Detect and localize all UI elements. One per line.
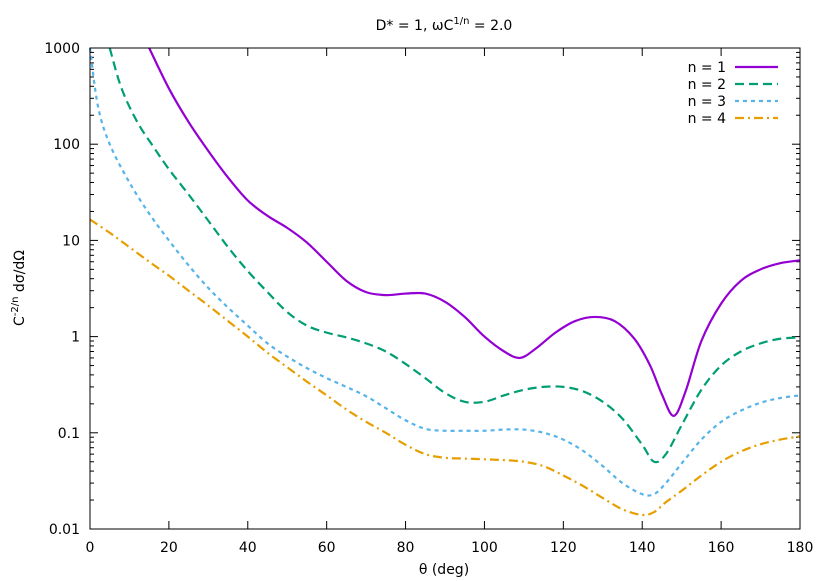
legend-label-n3: n = 3 [688,94,726,110]
y-tick-label: 0.1 [58,426,80,442]
legend-label-n4: n = 4 [688,111,727,127]
series-line-n2 [108,47,801,464]
chart-title-main: D* = 1, ωC [376,18,454,34]
series-line-n4 [89,218,801,517]
chart-title-tail: = 2.0 [469,18,512,34]
x-tick-label: 120 [550,540,577,556]
x-axis-label: θ (deg) [419,562,469,578]
x-tick-label: 40 [239,540,257,556]
chart-title-superscript: 1/n [453,16,469,27]
axis-ticks: 0 20 40 60 80 100 120 140 160 180 0.01 0.1 1 10 100 100… [44,41,813,556]
x-tick-label: 140 [629,540,656,556]
y-tick-label: 0.01 [49,522,80,538]
legend-label-n2: n = 2 [688,77,726,93]
x-tick-label: 100 [471,540,498,556]
y-axis-label-superscript: -2/n [10,297,21,317]
y-axis-label: C-2/n dσ/dΩ [10,250,28,326]
plot-frame [89,47,801,530]
x-tick-label: 0 [86,540,95,556]
x-tick-label: 160 [708,540,735,556]
x-tick-label: 60 [318,540,336,556]
y-axis-label-tail: dσ/dΩ [12,250,28,297]
y-tick-label: 1000 [44,41,80,57]
y-tick-label: 10 [62,233,80,249]
series-line-n1 [148,47,801,417]
x-tick-label: 80 [397,540,415,556]
legend-label-n1: n = 1 [688,60,726,76]
legend: n = 1n = 2n = 3n = 4 [688,60,778,127]
chart-title: D* = 1, ωC1/n = 2.0 [376,16,513,34]
series-line-n3 [88,47,801,497]
y-axis-label-main: C [12,316,28,326]
series-group [88,47,801,517]
x-tick-label: 180 [787,540,814,556]
x-tick-label: 20 [160,540,178,556]
y-tick-label: 100 [53,137,80,153]
y-tick-label: 1 [71,330,80,346]
